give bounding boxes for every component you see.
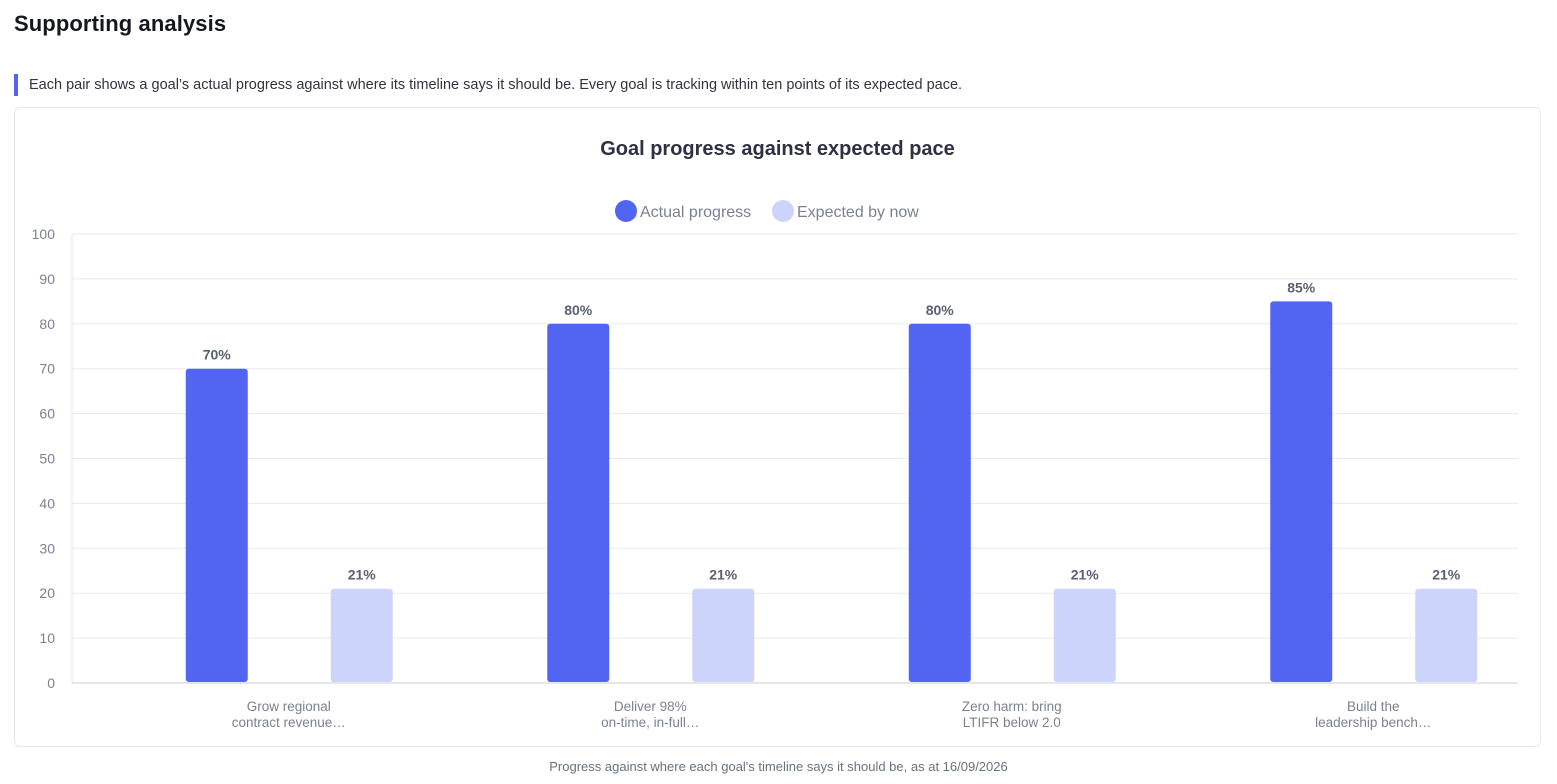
bar-actual-2 <box>908 323 971 682</box>
y-tick-label-30: 30 <box>39 540 55 556</box>
callout-text: Each pair shows a goal’s actual progress… <box>29 77 963 93</box>
legend-label-1: Expected by now <box>797 204 919 221</box>
data-label-expected-0: 21% <box>348 567 377 583</box>
bar-actual-3 <box>1270 301 1333 682</box>
bar-actual-1 <box>547 323 610 682</box>
chart-title: Goal progress against expected pace <box>600 138 955 160</box>
legend-swatch-0 <box>615 200 637 222</box>
callout-note: Each pair shows a goal’s actual progress… <box>14 74 1534 96</box>
data-label-actual-2: 80% <box>926 302 955 318</box>
x-tick-label-1-0: Deliver 98% <box>614 699 687 714</box>
data-label-expected-2: 21% <box>1071 567 1100 583</box>
chart-caption: Progress against where each goal's timel… <box>549 759 1008 774</box>
y-tick-label-80: 80 <box>39 316 55 332</box>
x-tick-label-0-0: Grow regional <box>247 699 331 714</box>
legend-label-0: Actual progress <box>640 204 751 221</box>
y-tick-label-0: 0 <box>47 675 55 691</box>
x-tick-label-3-0: Build the <box>1347 699 1400 714</box>
bar-actual-0 <box>185 368 248 682</box>
y-tick-label-40: 40 <box>39 495 55 511</box>
chart-bars: 70% 21% 80% 21% 80% 21% 85% 21% <box>185 279 1478 682</box>
x-tick-label-2-1: LTIFR below 2.0 <box>963 715 1061 730</box>
data-label-actual-3: 85% <box>1287 279 1316 295</box>
x-tick-label-3-1: leadership bench… <box>1315 715 1431 730</box>
y-tick-label-90: 90 <box>39 271 55 287</box>
bar-expected-1 <box>692 588 755 682</box>
section-title: Supporting analysis <box>14 11 227 36</box>
chart-legend: Actual progress Expected by now <box>615 200 919 222</box>
bar-expected-2 <box>1053 588 1116 682</box>
y-tick-label-50: 50 <box>39 451 55 467</box>
x-tick-label-0-1: contract revenue… <box>232 715 346 730</box>
y-tick-label-60: 60 <box>39 406 55 422</box>
legend-swatch-1 <box>772 200 794 222</box>
bar-expected-3 <box>1415 588 1478 682</box>
x-tick-label-2-0: Zero harm: bring <box>962 699 1062 714</box>
y-tick-label-100: 100 <box>32 226 56 242</box>
bar-expected-0 <box>330 588 393 682</box>
y-tick-label-10: 10 <box>39 630 55 646</box>
x-tick-label-1-1: on-time, in-full… <box>601 715 699 730</box>
chart-card: Goal progress against expected pace Actu… <box>14 107 1541 747</box>
y-tick-label-70: 70 <box>39 361 55 377</box>
data-label-expected-1: 21% <box>709 567 738 583</box>
y-tick-label-20: 20 <box>39 585 55 601</box>
bar-chart: Goal progress against expected pace Actu… <box>32 138 1518 730</box>
data-label-expected-3: 21% <box>1432 567 1461 583</box>
data-label-actual-1: 80% <box>564 302 593 318</box>
data-label-actual-0: 70% <box>203 347 232 363</box>
